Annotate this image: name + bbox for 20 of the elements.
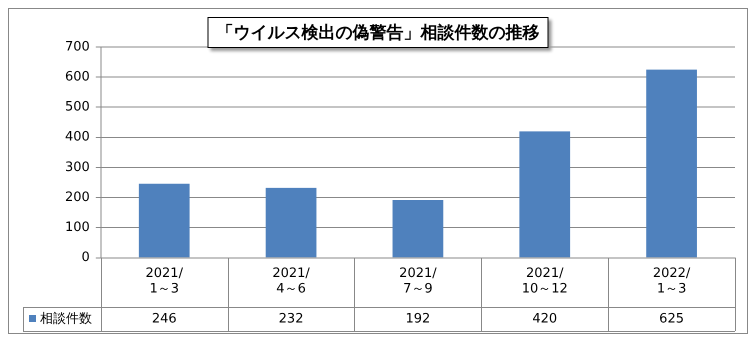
- x-tick-label: 2021/ 10～12: [522, 266, 568, 297]
- y-tick-label: 0: [82, 250, 90, 266]
- y-tick-label: 300: [64, 160, 90, 175]
- y-tick-label: 500: [64, 100, 90, 115]
- x-tick-label: 2021/ 4～6: [272, 266, 310, 297]
- data-label: 192: [405, 311, 430, 326]
- data-label: 232: [278, 311, 304, 326]
- x-tick-label: 2022/ 1～3: [652, 266, 691, 297]
- chart-title: 「ウイルス検出の偽警告」相談件数の推移: [208, 17, 548, 48]
- y-tick-label: 600: [64, 69, 90, 84]
- data-label: 246: [152, 311, 177, 326]
- data-label: 420: [532, 311, 558, 326]
- data-label: 625: [659, 311, 684, 326]
- legend-label: 相談件数: [40, 311, 92, 326]
- x-tick-label: 2021/ 1～3: [145, 266, 184, 297]
- x-tick-label: 2021/ 7～9: [399, 266, 438, 297]
- y-tick-label: 400: [64, 130, 90, 145]
- y-tick-label: 200: [64, 190, 90, 205]
- y-tick-label: 700: [64, 39, 90, 54]
- y-tick-label: 100: [64, 220, 90, 236]
